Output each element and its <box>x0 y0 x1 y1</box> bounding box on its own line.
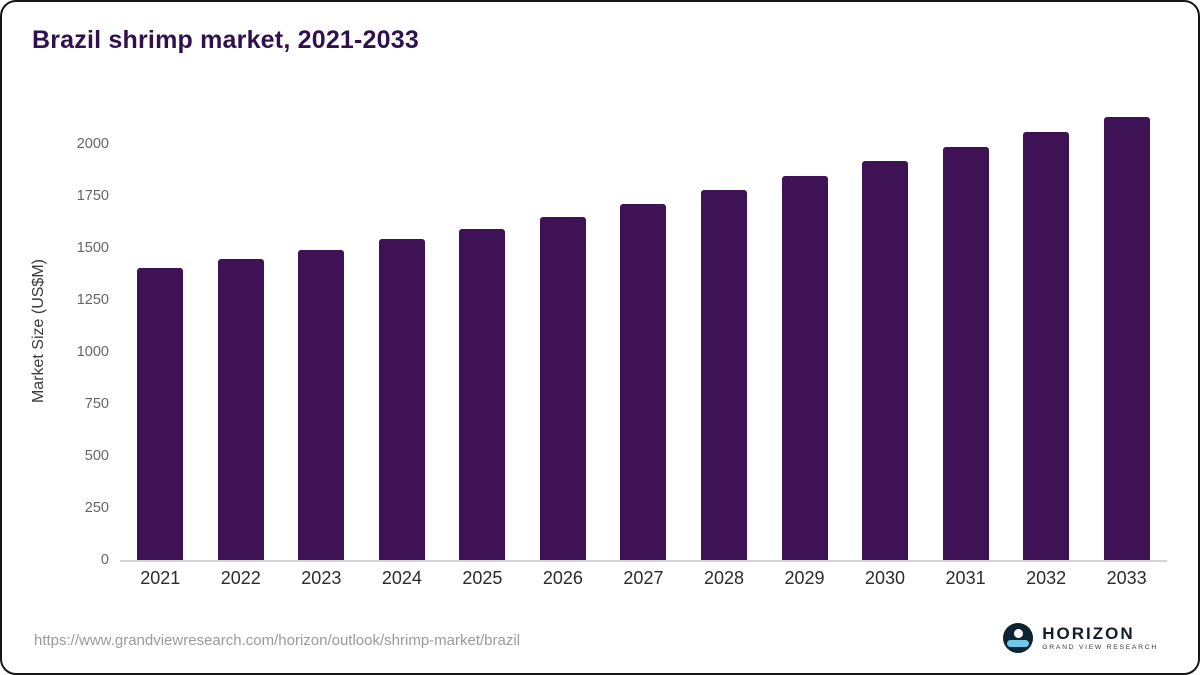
bar-slot <box>523 102 604 560</box>
y-tick-label: 250 <box>84 499 109 516</box>
y-tick-label: 500 <box>84 447 109 464</box>
plot-area <box>120 102 1167 562</box>
x-axis-label: 2026 <box>542 568 583 588</box>
x-axis-label: 2028 <box>703 568 744 588</box>
logo-wave-shape <box>1007 640 1030 647</box>
x-axis-label: 2025 <box>462 568 503 588</box>
x-axis-label: 2031 <box>945 568 986 588</box>
brand-logo: HORIZON GRAND VIEW RESEARCH <box>1003 623 1158 653</box>
bar-slot <box>201 102 282 560</box>
bar-2022 <box>217 259 264 560</box>
bar-slot <box>684 102 765 560</box>
x-axis-label: 2033 <box>1106 568 1147 588</box>
bar-2031 <box>942 146 989 560</box>
bar-slot <box>603 102 684 560</box>
y-tick-label: 1500 <box>76 239 109 256</box>
y-tick-label: 1000 <box>76 343 109 360</box>
bar-2024 <box>378 239 425 560</box>
bar-2028 <box>700 190 747 560</box>
bar-2029 <box>781 175 828 560</box>
bar-2033 <box>1103 116 1150 560</box>
y-axis-title: Market Size (US$M) <box>28 102 50 560</box>
x-axis-label: 2029 <box>784 568 825 588</box>
y-axis-title-text: Market Size (US$M) <box>30 258 47 404</box>
bar-slot <box>281 102 362 560</box>
bar-slot <box>1086 102 1167 560</box>
y-tick-label: 0 <box>100 552 109 568</box>
bar-slot <box>764 102 845 560</box>
source-url: https://www.grandviewresearch.com/horizo… <box>34 632 521 649</box>
bar-slot <box>925 102 1006 560</box>
logo-text: HORIZON GRAND VIEW RESEARCH <box>1042 624 1158 652</box>
x-axis-label: 2030 <box>865 568 906 588</box>
bar-slot <box>1006 102 1087 560</box>
bar-slot <box>362 102 443 560</box>
bar-2032 <box>1023 132 1070 560</box>
y-tick-label: 1250 <box>76 291 109 308</box>
bar-2023 <box>298 249 345 560</box>
y-tick-label: 2000 <box>76 135 109 152</box>
x-axis-label: 2022 <box>220 568 261 588</box>
bar-2030 <box>862 161 909 560</box>
logo-title: HORIZON <box>1042 623 1135 643</box>
logo-subtitle: GRAND VIEW RESEARCH <box>1042 644 1158 652</box>
x-axis-label: 2024 <box>381 568 422 588</box>
y-tick-label: 750 <box>84 395 109 412</box>
bar-slot <box>845 102 926 560</box>
bar-slot <box>442 102 523 560</box>
y-axis-ticks: 0 250 500 750 1000 1250 1500 1750 2000 <box>57 102 113 568</box>
y-tick-label: 1750 <box>76 187 109 204</box>
x-axis-label: 2023 <box>301 568 342 588</box>
logo-dot-shape <box>1013 628 1023 638</box>
bar-2021 <box>137 267 184 560</box>
horizon-logo-icon <box>1003 623 1034 653</box>
bar-2027 <box>620 204 667 560</box>
bar-2026 <box>539 216 586 560</box>
x-axis-label: 2032 <box>1026 568 1067 588</box>
bar-2025 <box>459 229 506 560</box>
x-axis-label: 2027 <box>623 568 664 588</box>
x-axis-label: 2021 <box>140 568 181 588</box>
chart-title: Brazil shrimp market, 2021-2033 <box>32 26 419 54</box>
bar-slot <box>120 102 201 560</box>
x-axis-labels: 2021 2022 2023 2024 2025 2026 2027 2028 2029 2030… <box>120 568 1167 589</box>
